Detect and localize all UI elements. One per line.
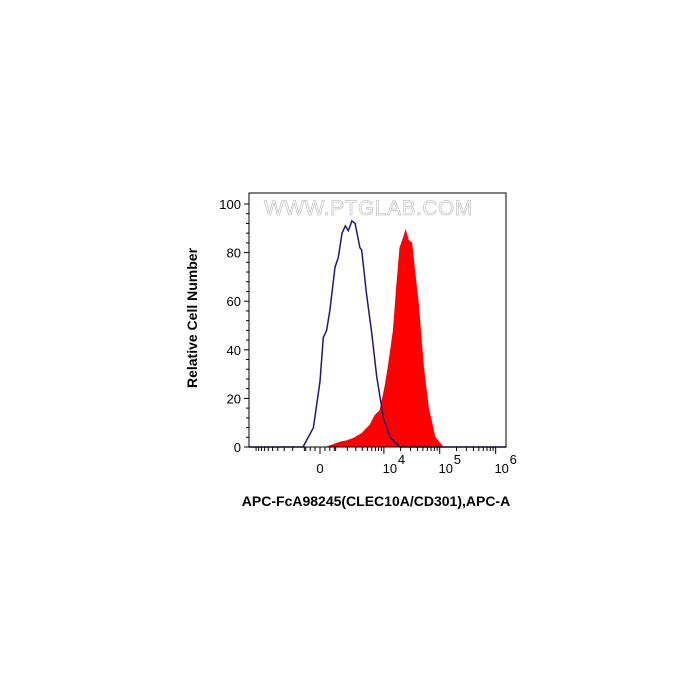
x-tick-label: 10 [494, 461, 508, 476]
y-tick-label: 20 [227, 391, 241, 406]
plot-frame [248, 192, 507, 448]
y-tick-label: 100 [219, 197, 241, 212]
x-tick-label: 0 [316, 461, 323, 476]
x-tick-exponent: 5 [454, 452, 461, 467]
watermark: WWW.PTGLAB.COM [264, 197, 473, 220]
sample-histogram [326, 228, 445, 448]
x-tick-label: 10 [383, 461, 397, 476]
x-axis-label: APC-FcA98245(CLEC10A/CD301),APC-A [242, 493, 510, 509]
y-tick-label: 80 [227, 246, 241, 261]
x-tick-exponent: 4 [398, 452, 405, 467]
y-tick-label: 40 [227, 343, 241, 358]
control-histogram [249, 219, 506, 448]
y-tick-label: 60 [227, 294, 241, 309]
x-tick-exponent: 6 [510, 452, 517, 467]
y-tick-label: 0 [234, 440, 241, 455]
x-tick-label: 10 [438, 461, 452, 476]
y-axis-label: Relative Cell Number [184, 247, 200, 388]
series-layer [249, 219, 506, 448]
